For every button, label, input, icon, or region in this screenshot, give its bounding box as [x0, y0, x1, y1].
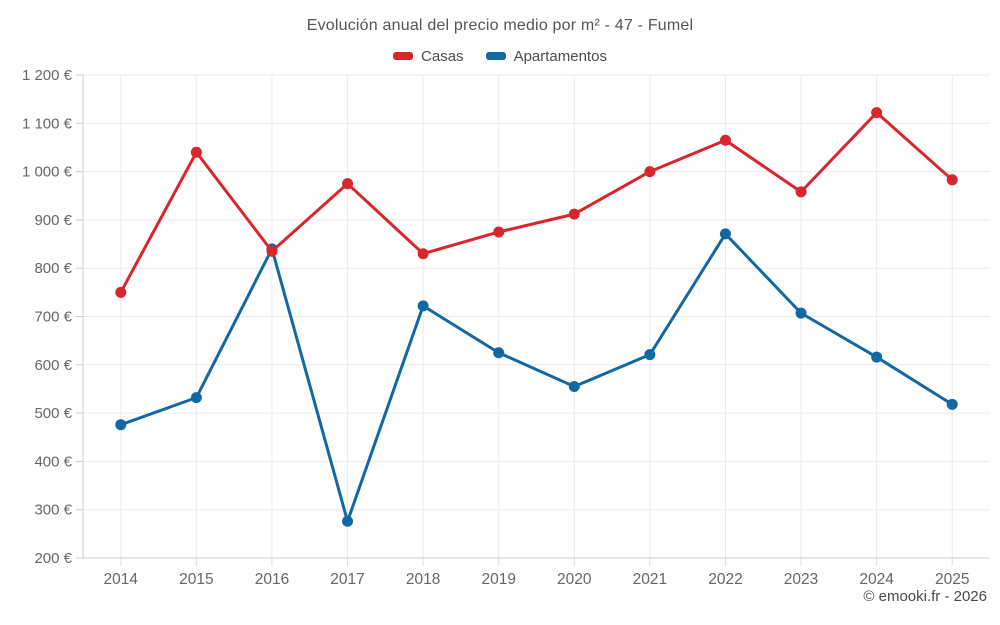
casas-point[interactable]	[417, 248, 429, 260]
apartamentos-point[interactable]	[568, 381, 580, 393]
y-axis-label: 400 €	[34, 453, 72, 470]
apartamentos-point[interactable]	[719, 228, 731, 240]
legend-item-apartamentos[interactable]: Apartamentos	[485, 47, 607, 65]
apartamentos-point[interactable]	[342, 515, 354, 527]
y-axis-label: 200 €	[34, 550, 72, 567]
y-axis-label: 300 €	[34, 502, 72, 519]
casas-point[interactable]	[568, 208, 580, 220]
legend: Casas Apartamentos	[0, 46, 1000, 66]
x-axis-label: 2014	[104, 571, 139, 588]
x-axis-label: 2025	[935, 571, 969, 588]
x-axis-label: 2022	[708, 571, 742, 588]
legend-label-casas: Casas	[421, 47, 464, 65]
y-axis-label: 600 €	[34, 357, 72, 374]
casas-swatch-icon	[393, 52, 414, 60]
apartamentos-point[interactable]	[871, 351, 883, 363]
apartamentos-point[interactable]	[644, 349, 656, 361]
casas-point[interactable]	[115, 286, 127, 298]
casas-point[interactable]	[871, 107, 883, 119]
x-axis-label: 2020	[557, 571, 592, 588]
y-axis-label: 1 200 €	[22, 67, 73, 84]
casas-point[interactable]	[266, 245, 278, 257]
casas-line	[119, 111, 954, 294]
y-axis-label: 700 €	[34, 309, 72, 326]
apartamentos-line	[119, 232, 954, 523]
casas-point[interactable]	[493, 226, 505, 238]
casas-point[interactable]	[719, 134, 731, 146]
y-axis-label: 500 €	[34, 405, 72, 422]
apartamentos-point[interactable]	[493, 347, 505, 359]
y-axis-label: 1 000 €	[22, 164, 73, 181]
x-axis-label: 2023	[784, 571, 818, 588]
x-axis-label: 2015	[179, 571, 213, 588]
apartamentos-point[interactable]	[795, 307, 807, 319]
x-axis-label: 2017	[330, 571, 364, 588]
casas-point[interactable]	[342, 178, 354, 190]
x-axis-label: 2019	[481, 571, 515, 588]
apartamentos-point[interactable]	[417, 300, 429, 312]
legend-label-apartamentos: Apartamentos	[513, 47, 607, 65]
chart-title: Evolución anual del precio medio por m² …	[306, 17, 694, 34]
x-axis-label: 2016	[255, 571, 289, 588]
casas-point[interactable]	[946, 174, 958, 186]
x-axis-label: 2021	[633, 571, 667, 588]
casas-point[interactable]	[644, 166, 656, 178]
apartamentos-point[interactable]	[946, 398, 958, 410]
casas-point[interactable]	[190, 146, 202, 158]
legend-item-casas[interactable]: Casas	[393, 48, 464, 65]
y-axis-label: 800 €	[34, 260, 72, 277]
x-axis-label: 2018	[406, 571, 440, 588]
apartamentos-point[interactable]	[115, 419, 127, 431]
x-axis-label: 2024	[859, 571, 894, 588]
apartamentos-swatch-icon	[485, 52, 506, 60]
apartamentos-point[interactable]	[190, 392, 202, 404]
copyright: © emooki.fr - 2026	[863, 588, 987, 605]
y-axis-label: 900 €	[34, 212, 72, 229]
casas-point[interactable]	[795, 186, 807, 198]
y-axis-label: 1 100 €	[22, 115, 73, 132]
